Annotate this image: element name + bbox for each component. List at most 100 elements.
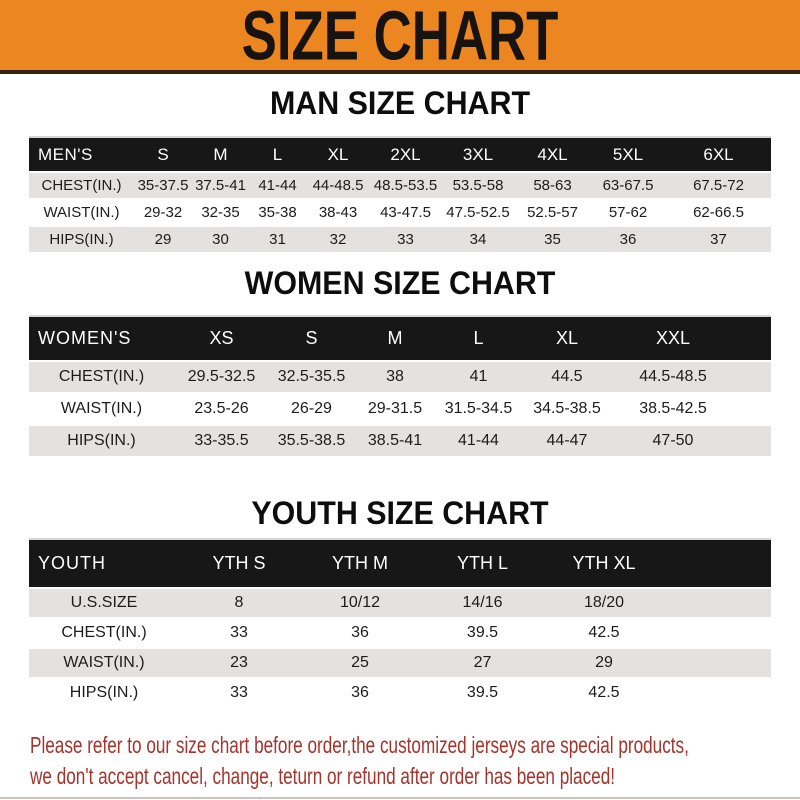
size-value-cell: 30 [212, 231, 229, 248]
size-value-cell: 39.5 [466, 684, 499, 701]
size-value-cell: 18/20 [583, 594, 625, 611]
size-value-cell: 10/12 [339, 594, 381, 611]
size-value-cell: 44.5 [551, 368, 583, 385]
size-value-cell: 42.5 [588, 624, 620, 641]
size-column-header: L [473, 328, 484, 348]
size-value-cell: 52.5-57 [527, 204, 578, 221]
size-value-cell: 35-37.5 [137, 177, 189, 194]
size-value-cell: 42.5 [588, 684, 620, 701]
size-column-header: 4XL [537, 144, 568, 164]
size-value-cell: 58-63 [533, 177, 572, 194]
size-value-cell: 35.5-38.5 [277, 432, 346, 449]
size-value-cell: 62-66.5 [693, 204, 744, 221]
row-label: WAIST(IN.) [60, 400, 143, 417]
size-value-cell: 31.5-34.5 [444, 400, 513, 417]
row-label: HIPS(IN.) [49, 231, 114, 248]
size-value-cell: 32-35 [201, 204, 240, 221]
size-column-header: XS [209, 328, 234, 348]
size-value-cell: 38.5-42.5 [639, 400, 707, 417]
size-value-cell: 41-44 [258, 177, 297, 194]
size-value-cell: 31 [269, 231, 286, 248]
women-size-table: WOMEN'S XS S M L XL XXL CHEST(IN.) 29.5-32.5 32.5… [29, 315, 771, 456]
table-header-row: YOUTH YTH S YTH M YTH L YTH XL [29, 540, 771, 587]
size-value-cell: 32 [329, 231, 347, 248]
size-value-cell: 35 [544, 231, 561, 248]
page-title: SIZE CHART [241, 0, 559, 75]
table-header-row: MEN'S S M L XL 2XL 3XL 4XL 5XL 6XL [29, 138, 771, 171]
size-value-cell: 36 [619, 231, 637, 248]
row-label: CHEST(IN.) [41, 177, 122, 194]
size-value-cell: 67.5-72 [693, 177, 744, 194]
size-column-header: YTH S [212, 553, 266, 573]
table-corner-label: WOMEN'S [38, 328, 132, 348]
table-row: CHEST(IN.) 33 36 39.5 42.5 [29, 619, 771, 647]
size-column-header: 2XL [390, 144, 421, 164]
size-column-header: M [213, 144, 228, 164]
table-corner-label: MEN'S [38, 144, 93, 164]
banner: SIZE CHART [0, 0, 800, 74]
size-value-cell: 43-47.5 [380, 204, 431, 221]
table-row: WAIST(IN.) 29-32 32-35 35-38 38-43 43-47.5 47.… [29, 200, 771, 225]
size-value-cell: 27 [473, 654, 492, 671]
size-value-cell: 47-50 [652, 432, 694, 449]
size-value-cell: 34 [469, 231, 487, 248]
table-row: HIPS(IN.) 33 36 39.5 42.5 [29, 679, 771, 707]
table-row: WAIST(IN.) 23 25 27 29 [29, 649, 771, 677]
size-value-cell: 29.5-32.5 [187, 368, 256, 385]
size-value-cell: 33 [230, 624, 248, 641]
size-value-cell: 29 [154, 231, 172, 248]
size-value-cell: 41 [469, 368, 488, 385]
size-column-header: 5XL [612, 144, 644, 164]
size-column-header: YTH XL [572, 553, 636, 573]
table-row: U.S.SIZE 8 10/12 14/16 18/20 [29, 589, 771, 617]
size-value-cell: 14/16 [462, 594, 503, 611]
table-row: HIPS(IN.) 29 30 31 32 33 34 35 36 37 [29, 227, 771, 252]
size-column-header: 6XL [703, 144, 734, 164]
size-value-cell: 39.5 [466, 624, 499, 641]
men-size-table: MEN'S S M L XL 2XL 3XL 4XL 5XL 6XL CHEST(IN.) 35-37… [29, 136, 771, 252]
table-header-row: WOMEN'S XS S M L XL XXL [29, 317, 771, 360]
size-value-cell: 32.5-35.5 [277, 368, 346, 385]
size-value-cell: 36 [351, 624, 369, 641]
size-value-cell: 8 [234, 594, 244, 611]
table-corner-label: YOUTH [38, 553, 106, 573]
size-column-header: XXL [655, 328, 691, 348]
size-value-cell: 23.5-26 [194, 400, 249, 417]
row-label: HIPS(IN.) [67, 432, 136, 449]
size-value-cell: 25 [351, 654, 369, 671]
size-value-cell: 29-32 [143, 204, 183, 221]
size-value-cell: 38 [386, 368, 404, 385]
size-value-cell: 38.5-41 [367, 432, 423, 449]
row-label: WAIST(IN.) [63, 654, 145, 671]
size-value-cell: 33-35.5 [194, 432, 249, 449]
row-label: CHEST(IN.) [58, 368, 145, 385]
order-note-line-1: Please refer to our size chart before or… [30, 732, 689, 758]
size-column-header: S [305, 328, 318, 348]
size-value-cell: 47.5-52.5 [446, 204, 510, 221]
size-value-cell: 53.5-58 [452, 177, 504, 194]
size-value-cell: 36 [351, 684, 369, 701]
man-section-title: MAN SIZE CHART [269, 85, 531, 121]
size-value-cell: 29 [595, 654, 613, 671]
size-column-header: L [272, 144, 283, 164]
size-value-cell: 44-47 [546, 432, 588, 449]
size-value-cell: 63-67.5 [602, 177, 654, 194]
size-value-cell: 44.5-48.5 [639, 368, 707, 385]
size-value-cell: 37.5-41 [195, 177, 246, 194]
size-column-header: YTH M [332, 553, 388, 573]
row-label: U.S.SIZE [70, 594, 138, 611]
size-value-cell: 29-31.5 [367, 400, 423, 417]
size-column-header: XL [327, 144, 349, 164]
size-column-header: XL [555, 328, 579, 348]
row-label: CHEST(IN.) [61, 624, 147, 641]
size-value-cell: 48.5-53.5 [373, 177, 438, 194]
size-column-header: M [387, 328, 403, 348]
size-column-header: YTH L [456, 553, 508, 573]
table-row: CHEST(IN.) 29.5-32.5 32.5-35.5 38 41 44.5 44.5… [29, 362, 771, 392]
youth-size-table: YOUTH YTH S YTH M YTH L YTH XL U.S.SIZE 8 10/12… [29, 538, 771, 707]
size-value-cell: 33 [397, 231, 414, 248]
size-value-cell: 35-38 [258, 204, 297, 221]
size-column-header: 3XL [462, 144, 494, 164]
women-section-title: WOMEN SIZE CHART [244, 265, 556, 301]
table-row: HIPS(IN.) 33-35.5 35.5-38.5 38.5-41 41-44 44-… [29, 426, 771, 456]
